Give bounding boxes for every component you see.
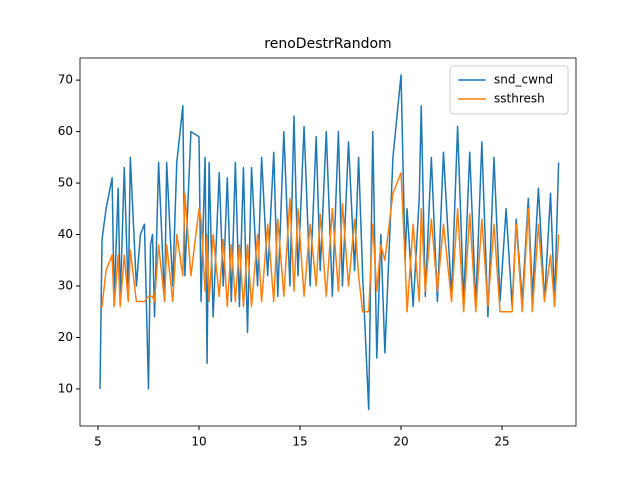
- x-tick-label: 20: [393, 435, 408, 449]
- legend-label: ssthresh: [494, 92, 545, 106]
- x-tick-label: 15: [292, 435, 307, 449]
- y-tick-label: 10: [58, 381, 73, 395]
- y-tick-label: 40: [58, 227, 73, 241]
- y-tick-label: 50: [58, 176, 73, 190]
- legend: snd_cwnd ssthresh: [449, 65, 569, 115]
- x-tick-label: 5: [94, 435, 102, 449]
- series-line: [99, 74, 560, 411]
- legend-label: snd_cwnd: [494, 73, 553, 87]
- y-tick-label: 70: [58, 73, 73, 87]
- x-tick-label: 10: [191, 435, 206, 449]
- y-tick-label: 30: [58, 279, 73, 293]
- legend-box: [449, 65, 569, 115]
- x-tick-label: 25: [494, 435, 509, 449]
- y-tick-label: 20: [58, 330, 73, 344]
- y-tick-label: 60: [58, 124, 73, 138]
- plot-frame: [79, 57, 577, 427]
- chart-title: renoDestrRandom: [264, 36, 391, 52]
- series-line: [100, 172, 560, 313]
